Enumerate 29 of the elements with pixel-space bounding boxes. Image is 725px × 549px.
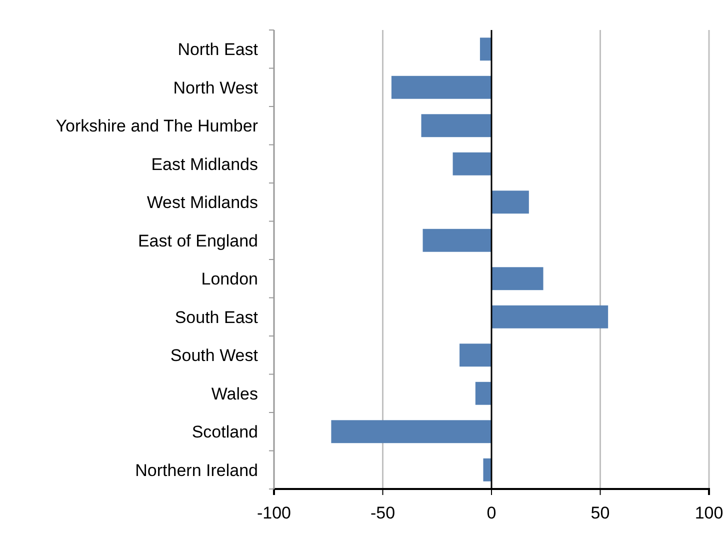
y-tick-label: West Midlands [146,193,258,212]
bar [421,114,492,138]
y-tick-label: London [201,270,258,289]
y-tick-label: East of England [138,231,258,250]
y-tick-label: Yorkshire and The Humber [56,116,258,136]
x-tick-label: -50 [370,503,396,522]
bar [492,267,544,290]
bar [492,305,608,328]
bar [492,190,529,214]
y-tick-label: East Midlands [151,154,258,174]
y-tick-label: Wales [211,384,258,404]
bar [480,38,492,61]
y-tick-label: South West [170,346,258,366]
bar [483,458,492,482]
x-tick-label: 50 [590,503,610,522]
bar [452,152,492,176]
x-tick-label: 100 [694,503,724,522]
y-tick-label: South East [174,308,258,327]
x-tick-label: 0 [486,503,496,522]
bar [422,228,492,252]
y-tick-label: North West [173,78,258,98]
y-tick-label: North East [178,40,258,60]
bar [331,420,492,444]
x-tick-label: -100 [256,503,292,522]
bar [391,76,492,99]
y-tick-label: Northern Ireland [135,460,258,480]
y-tick-label: Scotland [192,422,258,442]
bar [460,344,492,367]
bar [475,382,492,405]
